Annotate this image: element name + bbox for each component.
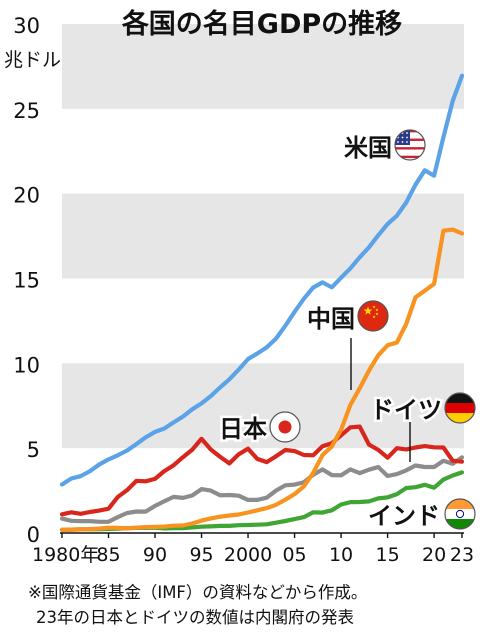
- leader-lines: [350, 338, 411, 462]
- x-tick-label: 10: [329, 544, 353, 566]
- y-tick-label: 20: [13, 184, 40, 208]
- de-flag-icon: [444, 392, 476, 424]
- x-tick-label: 05: [282, 544, 306, 566]
- x-tick-label: 20: [422, 544, 446, 566]
- series-label-china: 中国: [307, 305, 355, 333]
- in-flag-icon: [444, 498, 476, 530]
- x-tick-label: 15: [375, 544, 399, 566]
- x-tick-label: 90: [143, 544, 167, 566]
- y-axis-ticks: 0 5 10 15 20 25 30: [13, 14, 40, 547]
- y-axis-unit-label: 兆ドル: [4, 49, 61, 71]
- grid-band: [62, 24, 464, 109]
- y-tick-label: 15: [13, 269, 40, 293]
- series-line-china: [59, 227, 465, 532]
- series-line-japan: [59, 424, 465, 517]
- y-tick-label: 25: [13, 99, 40, 123]
- x-tick-label: 1980年: [32, 544, 99, 566]
- grid-band: [62, 363, 464, 449]
- x-tick-label: 2000: [224, 544, 272, 566]
- grid-band: [62, 193, 464, 279]
- us-flag-icon: [394, 129, 426, 161]
- source-note: ※国際通貨基金（IMF）の資料などから作成。: [28, 583, 368, 602]
- grid-bands: [62, 24, 464, 449]
- flags: [269, 129, 476, 530]
- series-label-india: インド: [368, 502, 440, 530]
- series-label-japan: 日本: [219, 415, 267, 443]
- series-label-germany: ドイツ: [370, 396, 442, 424]
- y-tick-label: 10: [13, 353, 40, 377]
- x-tick-label: 95: [189, 544, 213, 566]
- chart-title: 各国の名目GDPの推移: [121, 8, 402, 40]
- series-line-germany: [59, 455, 465, 524]
- cn-flag-icon: [357, 300, 389, 332]
- y-tick-label: 0: [27, 523, 40, 547]
- y-tick-label: 30: [13, 14, 40, 38]
- series-label-us: 米国: [344, 134, 392, 162]
- jp-flag-icon: [269, 411, 301, 443]
- y-tick-label: 5: [27, 438, 40, 462]
- series-line-us: [59, 73, 465, 487]
- x-tick-label: 23: [450, 544, 474, 566]
- x-tick-label: 85: [96, 544, 120, 566]
- source-note-2: 23年の日本とドイツの数値は内閣府の発表: [36, 608, 354, 627]
- series-lines: [59, 73, 465, 532]
